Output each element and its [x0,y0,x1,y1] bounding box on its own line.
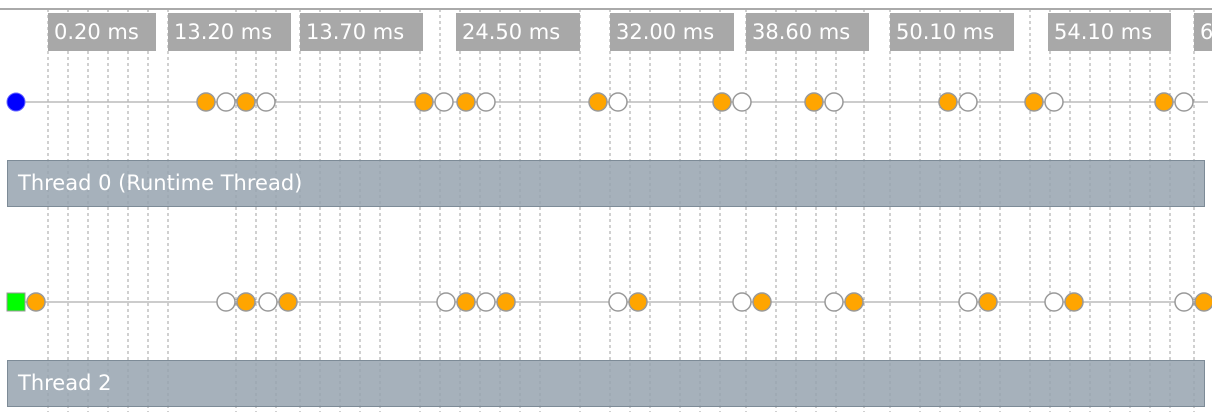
time-marker[interactable]: 13.70 ms [300,13,423,51]
event-marker[interactable] [1024,92,1044,112]
event-marker[interactable] [844,292,864,312]
event-marker[interactable] [732,92,752,112]
event-marker[interactable] [1044,292,1064,312]
time-marker-label: 13.70 ms [306,20,404,44]
time-marker[interactable]: 38.60 ms [746,13,869,51]
thread-2-bar[interactable]: Thread 2 [7,360,1205,407]
event-marker[interactable] [824,292,844,312]
time-marker-bg [1194,13,1212,51]
event-marker[interactable] [1044,92,1064,112]
time-marker-label: 54.10 ms [1054,20,1152,44]
event-marker[interactable] [476,92,496,112]
event-marker[interactable] [1194,292,1212,312]
event-marker[interactable] [278,292,298,312]
time-marker-bg [746,13,869,51]
thread-start-marker[interactable] [6,92,26,112]
event-marker[interactable] [476,292,496,312]
event-marker[interactable] [1154,92,1174,112]
time-marker[interactable]: 32.00 ms [610,13,734,51]
time-marker-label: 13.20 ms [174,20,272,44]
thread-start-marker[interactable] [6,292,26,312]
time-marker-bg [48,13,156,51]
time-marker-bg [168,13,291,51]
event-marker[interactable] [436,292,456,312]
time-marker[interactable]: 24.50 ms [456,13,580,51]
event-marker[interactable] [608,292,628,312]
event-marker[interactable] [1174,92,1194,112]
time-marker[interactable]: 54.10 ms [1048,13,1171,51]
time-marker-bg [610,13,734,51]
time-marker-label: 6 [1200,20,1212,44]
event-marker[interactable] [1064,292,1084,312]
time-marker-label: 50.10 ms [896,20,994,44]
time-marker-label: 38.60 ms [752,20,850,44]
event-marker[interactable] [804,92,824,112]
event-marker[interactable] [712,92,732,112]
event-marker[interactable] [958,292,978,312]
event-marker[interactable] [216,292,236,312]
time-markers: 0.20 ms 13.20 ms 13.70 ms 24.50 ms 32.00 ms 3… [48,13,1212,51]
time-marker[interactable]: 0.20 ms [48,13,156,51]
time-marker-bg [1048,13,1171,51]
event-marker[interactable] [496,292,516,312]
event-marker[interactable] [434,92,454,112]
time-marker[interactable]: 13.20 ms [168,13,291,51]
grid-lines [47,9,1195,412]
time-marker[interactable]: 50.10 ms [890,13,1014,51]
event-marker[interactable] [588,92,608,112]
time-marker-label: 32.00 ms [616,20,714,44]
time-marker[interactable]: 6 [1194,13,1212,51]
event-marker[interactable] [958,92,978,112]
event-marker[interactable] [256,92,276,112]
time-marker-label: 24.50 ms [462,20,560,44]
event-marker[interactable] [978,292,998,312]
event-marker[interactable] [456,92,476,112]
time-marker-bg [890,13,1014,51]
event-marker[interactable] [26,292,46,312]
thread-0-bar[interactable]: Thread 0 (Runtime Thread) [7,160,1205,207]
event-marker[interactable] [196,92,216,112]
event-marker[interactable] [456,292,476,312]
thread-0-label: Thread 0 (Runtime Thread) [18,171,303,195]
thread-2-label: Thread 2 [18,371,112,395]
event-marker[interactable] [216,92,236,112]
time-marker-bg [300,13,423,51]
event-marker[interactable] [608,92,628,112]
time-marker-bg [456,13,580,51]
event-marker[interactable] [236,92,256,112]
event-marker[interactable] [752,292,772,312]
event-marker[interactable] [938,92,958,112]
event-marker[interactable] [824,92,844,112]
time-marker-label: 0.20 ms [54,20,139,44]
event-marker[interactable] [732,292,752,312]
event-marker[interactable] [1174,292,1194,312]
event-marker[interactable] [414,92,434,112]
event-marker[interactable] [628,292,648,312]
event-tracks [6,92,1212,312]
event-marker[interactable] [236,292,256,312]
event-marker[interactable] [258,292,278,312]
